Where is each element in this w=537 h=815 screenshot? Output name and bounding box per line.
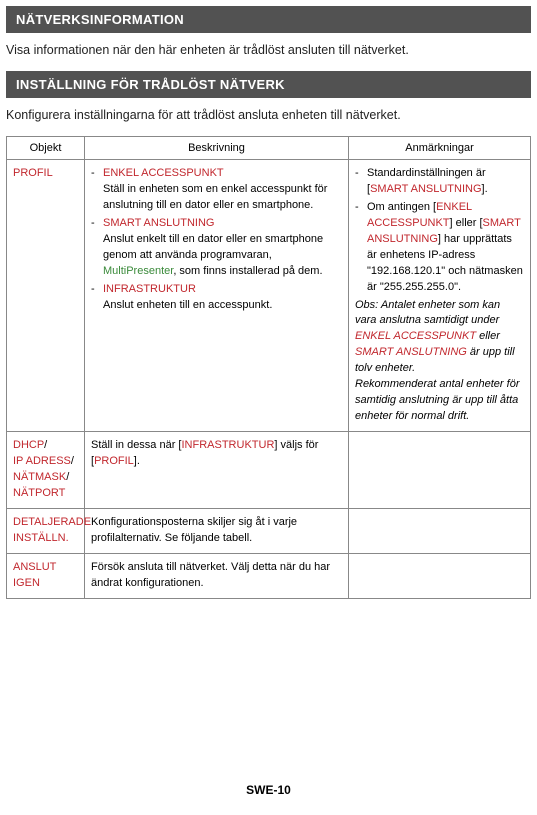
cell-object: DETALJERADE INSTÄLLN. [7,508,85,553]
th-object: Objekt [7,137,85,160]
object-label: DETALJERADE INSTÄLLN. [13,516,91,544]
object-label: NÄTMASK [13,471,66,483]
table-header-row: Objekt Beskrivning Anmärkningar [7,137,531,160]
object-label: DHCP [13,439,44,451]
section-intro-network-info: Visa informationen när den här enheten ä… [6,33,531,71]
cell-object: DHCP/ IP ADRESS/ NÄTMASK/ NÄTPORT [7,432,85,509]
cell-notes: Standardinställningen är [SMART ANSLUTNI… [349,160,531,432]
desc-item-title: INFRASTRUKTUR [103,283,196,295]
cell-notes [349,553,531,598]
page-number: SWE-10 [0,783,537,797]
cell-description: Försök ansluta till nätverket. Välj dett… [85,553,349,598]
table-row: DETALJERADE INSTÄLLN. Konfigurationspost… [7,508,531,553]
object-label: ANSLUT IGEN [13,561,56,589]
th-description: Beskrivning [85,137,349,160]
object-label: NÄTPORT [13,487,65,499]
cell-description: ENKEL ACCESSPUNKT Ställ in enheten som e… [85,160,349,432]
cell-description: Konfigurationsposterna skiljer sig åt i … [85,508,349,553]
cell-object: ANSLUT IGEN [7,553,85,598]
note-item: Standardinställningen är [SMART ANSLUTNI… [355,166,524,198]
section-intro-wireless: Konfigurera inställningarna för att tråd… [6,98,531,136]
table-row: ANSLUT IGEN Försök ansluta till nätverke… [7,553,531,598]
desc-item-title: ENKEL ACCESSPUNKT [103,167,224,179]
section-header-wireless: INSTÄLLNING FÖR TRÅDLÖST NÄTVERK [6,71,531,98]
section-header-network-info: NÄTVERKSINFORMATION [6,6,531,33]
table-row: DHCP/ IP ADRESS/ NÄTMASK/ NÄTPORT Ställ … [7,432,531,509]
desc-item-title: SMART ANSLUTNING [103,217,214,229]
note-recommend: Rekommenderat antal enheter för samtidig… [355,377,524,425]
object-label: PROFIL [13,167,53,179]
note-obs: Obs: Antalet enheter som kan vara anslut… [355,298,524,378]
cell-description: Ställ in dessa när [INFRASTRUKTUR] väljs… [85,432,349,509]
cell-notes [349,508,531,553]
object-label: IP ADRESS [13,455,71,467]
cell-notes [349,432,531,509]
cell-object: PROFIL [7,160,85,432]
settings-table: Objekt Beskrivning Anmärkningar PROFIL E… [6,136,531,599]
th-notes: Anmärkningar [349,137,531,160]
note-item: Om antingen [ENKEL ACCESSPUNKT] eller [S… [355,200,524,296]
desc-item-text: Ställ in enheten som en enkel accesspunk… [103,182,342,214]
desc-item-text: Anslut enheten till en accesspunkt. [103,298,342,314]
table-row: PROFIL ENKEL ACCESSPUNKT Ställ in enhete… [7,160,531,432]
desc-item-text: Anslut enkelt till en dator eller en sma… [103,232,342,280]
